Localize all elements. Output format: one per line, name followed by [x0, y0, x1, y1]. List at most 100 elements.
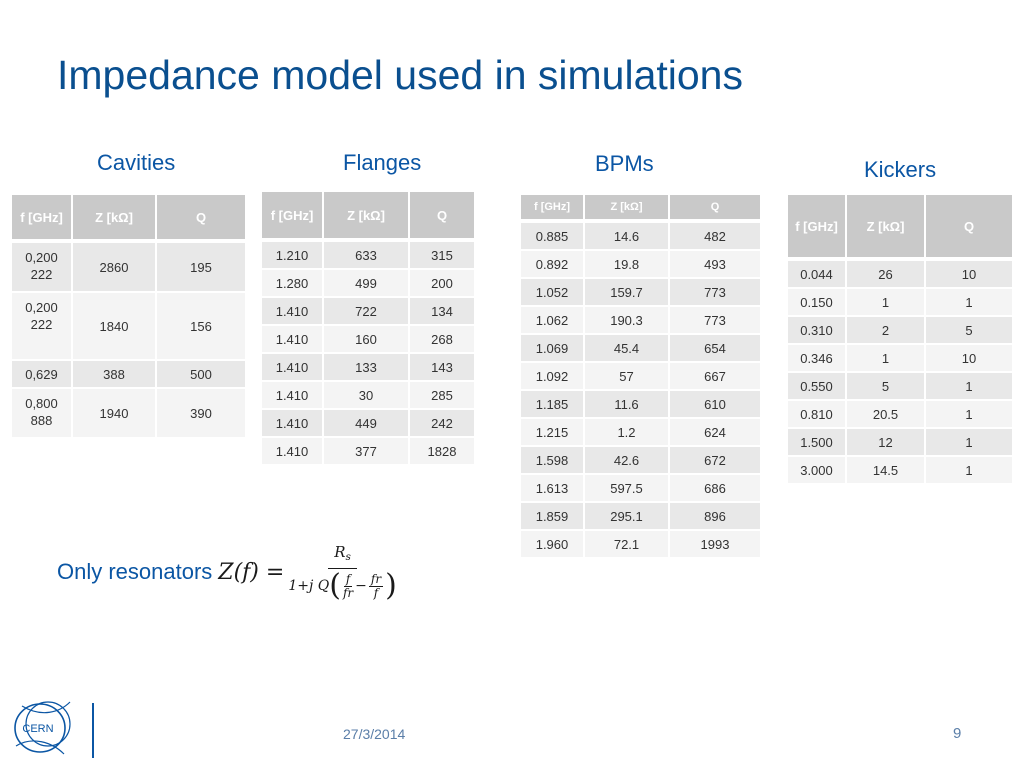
table-row: 1.410 160 268 — [262, 325, 474, 354]
table-row: 0.550 5 1 — [788, 372, 1012, 401]
table-row: 0,200 222 1840 156 — [12, 292, 245, 361]
footer-divider — [92, 703, 94, 758]
table-cell: 0,629 — [12, 360, 73, 389]
table-cell: 12 — [846, 428, 926, 457]
table-cell: 1 — [925, 288, 1012, 317]
table-cell: 493 — [669, 250, 760, 279]
table-cell: 1.410 — [262, 297, 324, 326]
table-cell: 388 — [72, 360, 157, 389]
table-cell: 268 — [409, 325, 474, 354]
table-cell: 1.069 — [521, 334, 585, 363]
table-cell: 667 — [669, 362, 760, 391]
kickers-title: Kickers — [864, 157, 937, 182]
table-row: 1.069 45.4 654 — [521, 334, 760, 363]
table-row: 1.052 159.7 773 — [521, 278, 760, 307]
table-cell: 499 — [323, 269, 410, 298]
table-row: 1.092 57 667 — [521, 362, 760, 391]
page-number: 9 — [953, 725, 962, 742]
table-cell: 134 — [409, 297, 474, 326]
table-cell: 1.500 — [788, 428, 847, 457]
table-cell: 624 — [669, 418, 760, 447]
table-cell: 654 — [669, 334, 760, 363]
table-cell: 0.550 — [788, 372, 847, 401]
table-row: 0,800 888 1940 390 — [12, 388, 245, 439]
column-header: Z [kΩ] — [323, 192, 410, 242]
table-cell: 686 — [669, 474, 760, 503]
table-cell: 1.598 — [521, 446, 585, 475]
table-cell: 1.185 — [521, 390, 585, 419]
resonator-formula: Only resonators Z(f) = Rs 1+j Q ( f fr − … — [57, 540, 401, 604]
table-cell: 14.5 — [846, 456, 926, 485]
table-cell: 0.044 — [788, 259, 847, 289]
table-row: 1.215 1.2 624 — [521, 418, 760, 447]
table-cell: 1.410 — [262, 437, 324, 466]
table-cell: 5 — [925, 316, 1012, 345]
table-cell: 10 — [925, 344, 1012, 373]
slide-title: Impedance model used in simulations — [57, 52, 743, 98]
table-cell: 11.6 — [584, 390, 670, 419]
table-cell: 1 — [925, 428, 1012, 457]
column-header: Q — [669, 195, 760, 223]
table-cell: 1.613 — [521, 474, 585, 503]
table-cell: 1 — [925, 456, 1012, 485]
table-cell: 672 — [669, 446, 760, 475]
flanges-header-row: f [GHz] Z [kΩ] Q — [262, 192, 474, 242]
kickers-header-row: f [GHz] Z [kΩ] Q — [788, 195, 1012, 261]
table-cell: 1 — [925, 372, 1012, 401]
column-header: Z [kΩ] — [72, 195, 157, 243]
flanges-table: f [GHz] Z [kΩ] Q 1.210 633 315 1.280 499 200 1.41… — [262, 192, 474, 466]
table-row: 1.598 42.6 672 — [521, 446, 760, 475]
table-cell: 1940 — [72, 388, 157, 439]
table-cell: 610 — [669, 390, 760, 419]
table-cell: 1 — [846, 344, 926, 373]
table-cell: 156 — [156, 292, 245, 361]
table-cell: 1.215 — [521, 418, 585, 447]
table-cell: 160 — [323, 325, 410, 354]
table-cell: 2 — [846, 316, 926, 345]
table-cell: 3.000 — [788, 456, 847, 485]
table-cell: 1.859 — [521, 502, 585, 531]
table-cell: 1993 — [669, 530, 760, 559]
column-header: Q — [409, 192, 474, 242]
table-cell: 1 — [925, 400, 1012, 429]
column-header: Z [kΩ] — [846, 195, 926, 261]
table-cell: 5 — [846, 372, 926, 401]
table-cell: 1.410 — [262, 409, 324, 438]
table-cell: 1.052 — [521, 278, 585, 307]
table-row: 1.613 597.5 686 — [521, 474, 760, 503]
table-cell: 1.410 — [262, 353, 324, 382]
table-cell: 42.6 — [584, 446, 670, 475]
table-cell: 1.410 — [262, 381, 324, 410]
table-cell: 0.310 — [788, 316, 847, 345]
table-cell: 449 — [323, 409, 410, 438]
table-row: 0.892 19.8 493 — [521, 250, 760, 279]
table-cell: 242 — [409, 409, 474, 438]
table-row: 1.410 449 242 — [262, 409, 474, 438]
table-cell: 20.5 — [846, 400, 926, 429]
table-cell: 377 — [323, 437, 410, 466]
table-cell: 500 — [156, 360, 245, 389]
table-cell: 1.210 — [262, 240, 324, 270]
formula-lhs: Z(f) = — [218, 559, 285, 585]
table-cell: 0,800 888 — [12, 388, 73, 439]
table-cell: 1840 — [72, 292, 157, 361]
cavities-table: f [GHz] Z [kΩ] Q 0,200 222 2860 195 0,200 222 1… — [12, 195, 245, 439]
table-row: 1.410 30 285 — [262, 381, 474, 410]
table-cell: 0.810 — [788, 400, 847, 429]
table-cell: 57 — [584, 362, 670, 391]
table-cell: 722 — [323, 297, 410, 326]
table-cell: 143 — [409, 353, 474, 382]
table-cell: 315 — [409, 240, 474, 270]
table-cell: 1.062 — [521, 306, 585, 335]
column-header: f [GHz] — [521, 195, 585, 223]
table-cell: 482 — [669, 221, 760, 251]
table-cell: 30 — [323, 381, 410, 410]
table-row: 0.044 26 10 — [788, 259, 1012, 289]
table-cell: 1.410 — [262, 325, 324, 354]
table-cell: 390 — [156, 388, 245, 439]
table-row: 0.310 2 5 — [788, 316, 1012, 345]
table-cell: 295.1 — [584, 502, 670, 531]
table-cell: 773 — [669, 278, 760, 307]
table-cell: 1.092 — [521, 362, 585, 391]
table-row: 0.346 1 10 — [788, 344, 1012, 373]
